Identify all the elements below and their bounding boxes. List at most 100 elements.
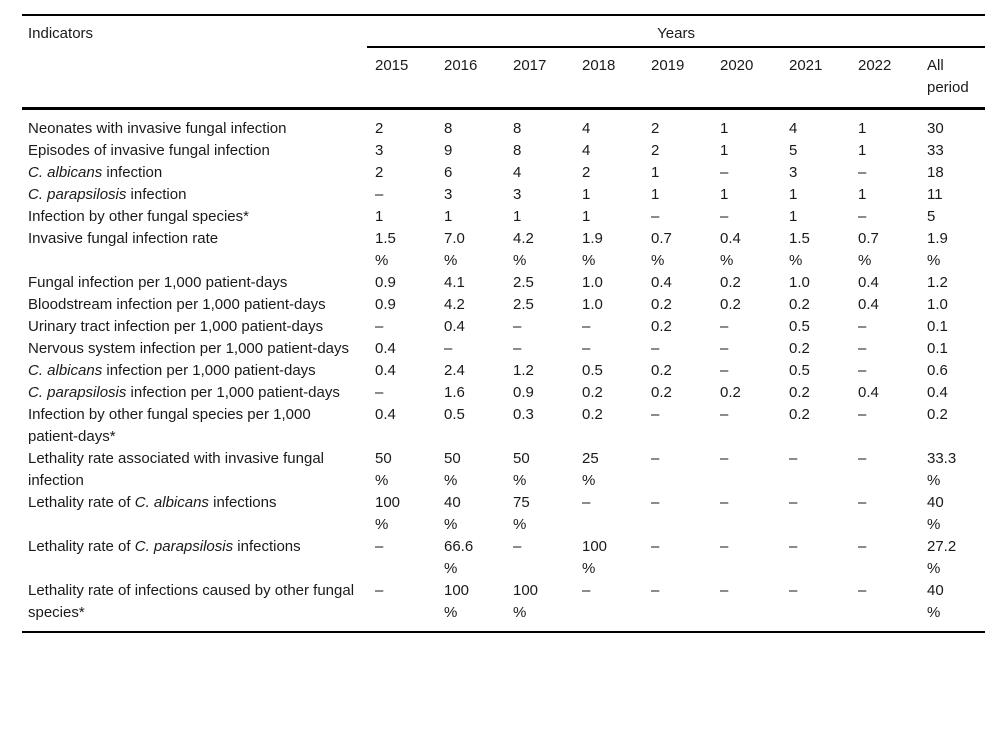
value-cell: 4 bbox=[582, 142, 591, 159]
value-cell: 2 bbox=[375, 164, 384, 181]
table-header: Indicators Years 2015 2016 2017 2018 2019 202… bbox=[22, 15, 986, 109]
value-cell: – bbox=[582, 494, 591, 511]
value-cell: 1.0 bbox=[582, 296, 603, 313]
value-cell: – bbox=[513, 318, 522, 335]
value-cell: 1 bbox=[858, 120, 867, 137]
value-cell: 0.4 bbox=[858, 296, 879, 313]
value-cell: – bbox=[375, 384, 384, 401]
value-cell: – bbox=[720, 406, 729, 423]
value-cell: 0.5 bbox=[789, 318, 810, 335]
table-row: C. albicans infection 2 6 4 2 1 – 3 – 18 bbox=[22, 162, 985, 184]
value-cell: 0.4 bbox=[375, 362, 396, 379]
col-header-2020: 2020 bbox=[720, 57, 754, 74]
value-cell: – bbox=[651, 494, 660, 511]
value-cell: 3 bbox=[789, 164, 798, 181]
value-cell: 3 bbox=[513, 186, 522, 203]
value-cell: 2.4 bbox=[444, 362, 465, 379]
value-cell: 1 bbox=[789, 208, 798, 225]
indicator-label: Invasive fungal infection rate bbox=[28, 230, 219, 247]
value-cell: 0.2 bbox=[720, 296, 741, 313]
value-cell: 1.0 bbox=[927, 296, 948, 313]
value-cell: 2 bbox=[582, 164, 591, 181]
value-cell: – bbox=[858, 450, 867, 467]
value-cell: – bbox=[375, 538, 384, 555]
value-cell: 0.2 bbox=[651, 296, 672, 313]
value-cell: 50 % bbox=[513, 450, 530, 489]
value-cell: – bbox=[651, 538, 660, 555]
value-cell: – bbox=[720, 582, 729, 599]
value-cell: 33 bbox=[927, 142, 944, 159]
value-cell: – bbox=[513, 340, 522, 357]
value-cell: 0.4 bbox=[651, 274, 672, 291]
value-cell: 0.2 bbox=[927, 406, 948, 423]
table-row: C. parapsilosis infection per 1,000 pati… bbox=[22, 382, 985, 404]
value-cell: 1 bbox=[858, 186, 867, 203]
value-cell: 0.4 bbox=[858, 384, 879, 401]
indicator-label: Infection by other fungal species* bbox=[28, 208, 249, 225]
value-cell: 9 bbox=[444, 142, 453, 159]
value-cell: – bbox=[858, 340, 867, 357]
value-cell: – bbox=[720, 208, 729, 225]
value-cell: 2 bbox=[651, 120, 660, 137]
value-cell: 0.2 bbox=[651, 318, 672, 335]
col-header-all-period: All period bbox=[927, 57, 969, 96]
value-cell: – bbox=[720, 164, 729, 181]
value-cell: 1 bbox=[513, 208, 522, 225]
value-cell: 40 % bbox=[927, 582, 944, 621]
value-cell: 100 % bbox=[375, 494, 401, 533]
value-cell: 0.7 % bbox=[858, 230, 879, 269]
value-cell: 1 bbox=[720, 142, 729, 159]
table-row: Episodes of invasive fungal infection 3 9 8… bbox=[22, 140, 985, 162]
value-cell: – bbox=[858, 406, 867, 423]
table-row: C. albicans infection per 1,000 patient-… bbox=[22, 360, 985, 382]
value-cell: 0.1 bbox=[927, 318, 948, 335]
value-cell: 100 % bbox=[513, 582, 539, 621]
value-cell: 6 bbox=[444, 164, 453, 181]
table-row: Lethality rate of C. albicans infections… bbox=[22, 492, 985, 536]
value-cell: 0.4 bbox=[444, 318, 465, 335]
value-cell: 1 bbox=[651, 164, 660, 181]
value-cell: – bbox=[651, 340, 660, 357]
value-cell: – bbox=[720, 538, 729, 555]
value-cell: – bbox=[789, 494, 798, 511]
value-cell: 0.4 % bbox=[720, 230, 741, 269]
value-cell: 5 bbox=[789, 142, 798, 159]
value-cell: 1.5 % bbox=[789, 230, 810, 269]
indicator-label: C. albicans infection per 1,000 patient-… bbox=[28, 362, 316, 379]
value-cell: – bbox=[858, 362, 867, 379]
value-cell: 7.0 % bbox=[444, 230, 465, 269]
value-cell: 2.5 bbox=[513, 274, 534, 291]
value-cell: 1.0 bbox=[582, 274, 603, 291]
value-cell: 0.4 bbox=[858, 274, 879, 291]
table-row: Fungal infection per 1,000 patient-days 0… bbox=[22, 272, 985, 294]
value-cell: 75 % bbox=[513, 494, 530, 533]
value-cell: 0.9 bbox=[375, 274, 396, 291]
value-cell: 0.5 bbox=[444, 406, 465, 423]
value-cell: 0.2 bbox=[789, 384, 810, 401]
table-row: Infection by other fungal species per 1,… bbox=[22, 404, 985, 448]
value-cell: 3 bbox=[444, 186, 453, 203]
value-cell: 1 bbox=[375, 208, 384, 225]
col-header-2019: 2019 bbox=[651, 57, 685, 74]
value-cell: 0.2 bbox=[582, 406, 603, 423]
value-cell: – bbox=[375, 318, 384, 335]
value-cell: 50 % bbox=[375, 450, 392, 489]
value-cell: – bbox=[858, 582, 867, 599]
value-cell: – bbox=[651, 406, 660, 423]
value-cell: 1 bbox=[720, 120, 729, 137]
table-row: C. parapsilosis infection –3 3 1 1 1 1 1 11 bbox=[22, 184, 985, 206]
value-cell: – bbox=[720, 362, 729, 379]
value-cell: 0.3 bbox=[513, 406, 534, 423]
value-cell: 1 bbox=[720, 186, 729, 203]
value-cell: 0.2 bbox=[789, 340, 810, 357]
value-cell: 30 bbox=[927, 120, 944, 137]
value-cell: 8 bbox=[513, 142, 522, 159]
indicator-label: Lethality rate of C. albicans infections bbox=[28, 494, 277, 511]
indicator-label: Lethality rate associated with invasive … bbox=[28, 450, 325, 489]
value-cell: 4.2 bbox=[444, 296, 465, 313]
value-cell: – bbox=[789, 538, 798, 555]
value-cell: 8 bbox=[513, 120, 522, 137]
value-cell: 0.2 bbox=[720, 384, 741, 401]
value-cell: 100 % bbox=[582, 538, 608, 577]
value-cell: 1.5 % bbox=[375, 230, 396, 269]
